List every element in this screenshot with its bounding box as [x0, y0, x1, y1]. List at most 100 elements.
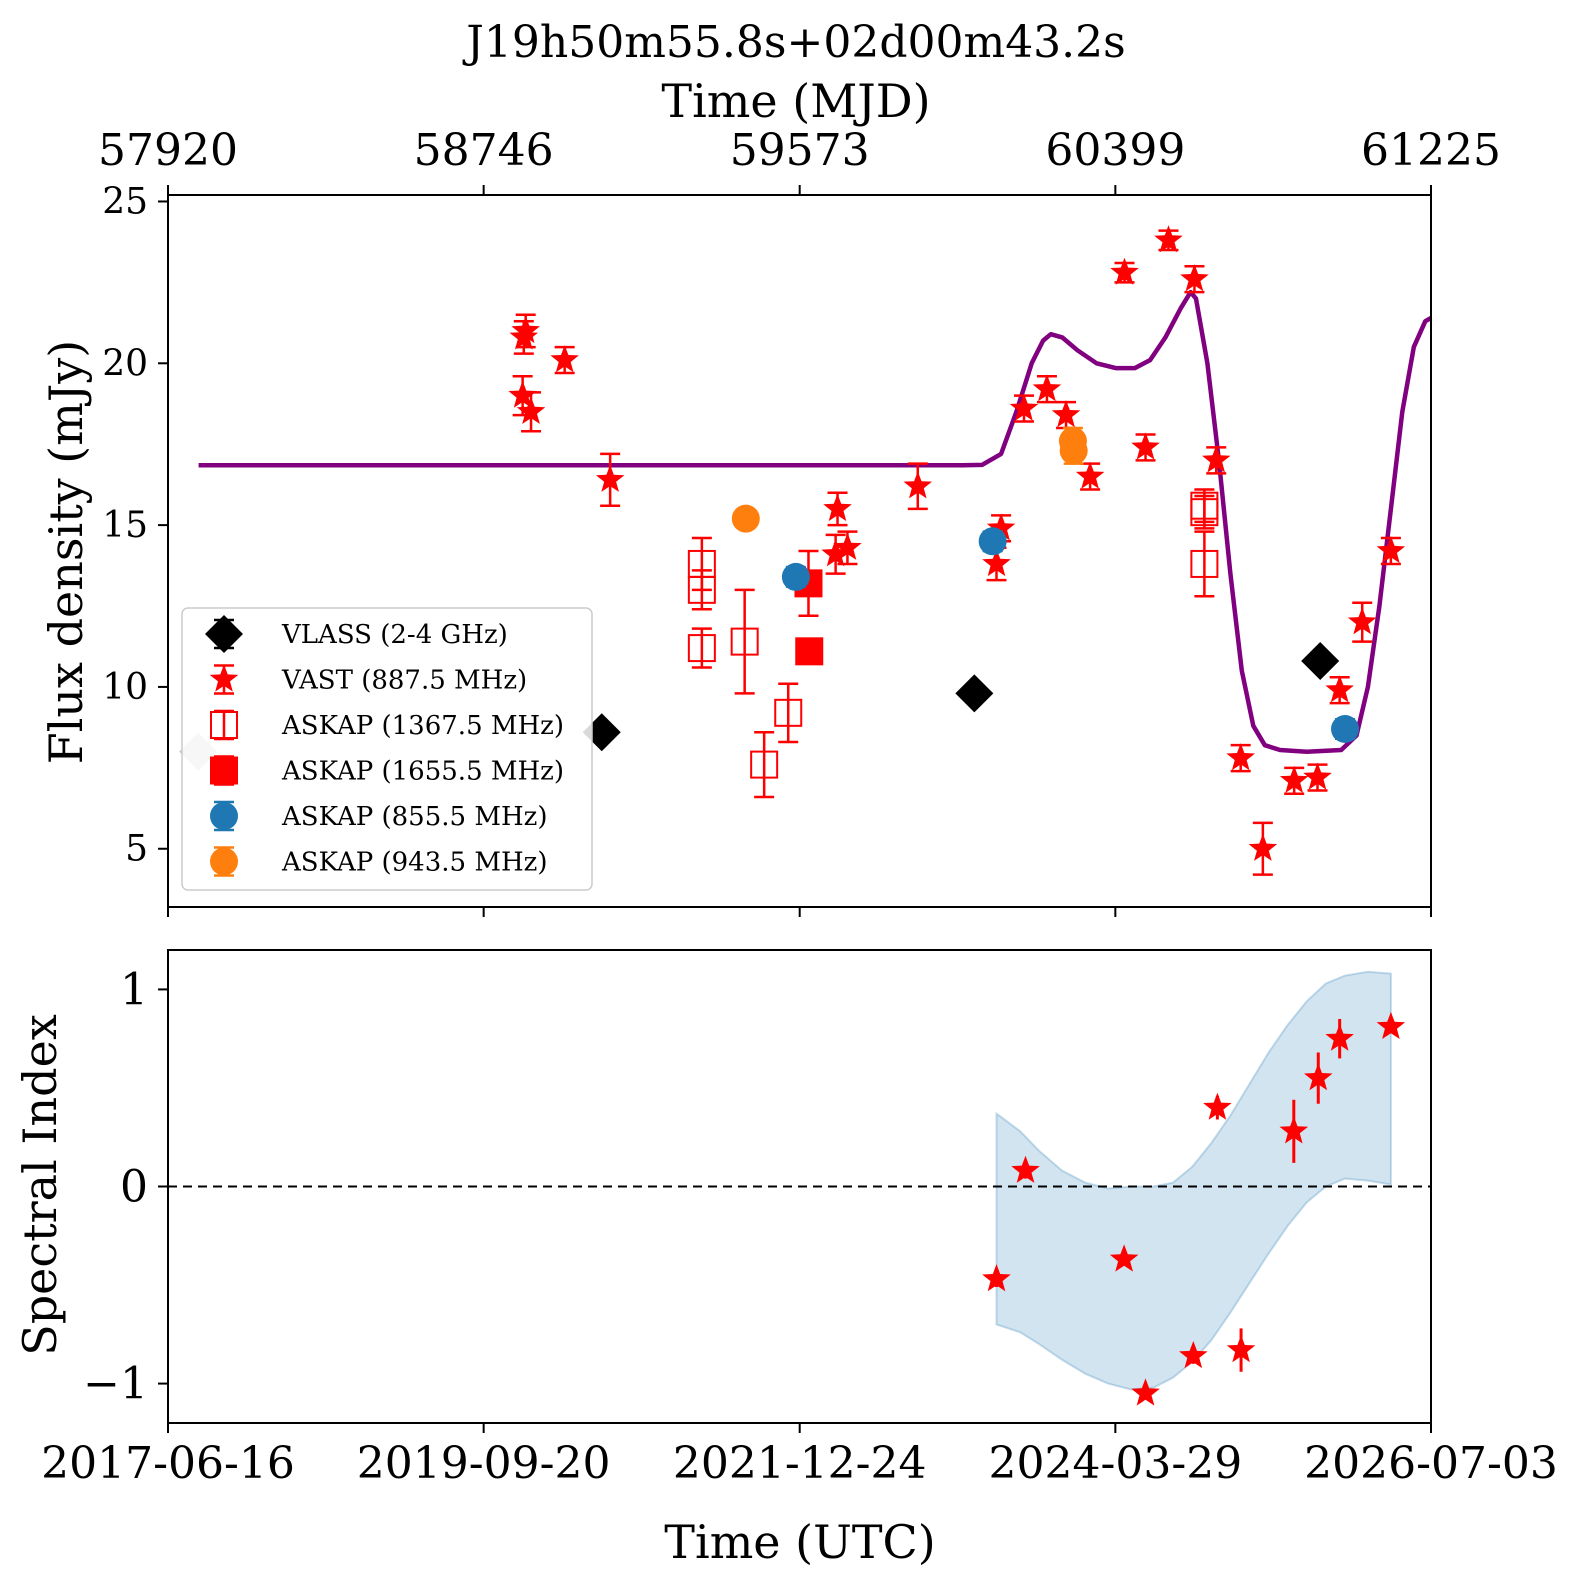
series-askap-855-5-mhz- [781, 527, 1360, 743]
data-point [1376, 1011, 1406, 1039]
data-point [1376, 536, 1406, 564]
data-point [774, 698, 803, 727]
series-vast-887-5-mhz- [508, 225, 1406, 876]
legend-marker [209, 664, 239, 692]
legend-marker [210, 711, 238, 739]
spectral-plot-frame [167, 949, 1432, 1424]
series-askap-1367-5-mhz- [687, 488, 1219, 799]
error-bar [1194, 488, 1215, 524]
legend-marker [210, 756, 238, 785]
date-tick-label: 2021-12-24 [673, 1438, 927, 1489]
data-point [1279, 1116, 1309, 1144]
legend-label: ASKAP (1655.5 MHz) [281, 757, 564, 787]
date-tick-label: 2019-09-20 [357, 1438, 611, 1489]
spectral-axis-title: Spectral Index [13, 1014, 67, 1356]
error-bar [754, 730, 775, 799]
date-tick-label: 2024-03-29 [989, 1438, 1243, 1489]
spectral-axis-ticks: −1 0 1 2017-06-16 2019-09-20 2021-12-24 2024-0… [41, 964, 1558, 1489]
top-axis-title: Time (MJD) [661, 74, 930, 128]
y-tick-label: 0 [120, 1162, 148, 1213]
data-point [821, 539, 850, 567]
date-tick-label: 2026-07-03 [1304, 1438, 1558, 1489]
data-point [982, 1264, 1011, 1292]
y-tick-label: −1 [83, 1359, 148, 1410]
y-tick-label: 1 [120, 964, 148, 1015]
data-point [1248, 833, 1278, 861]
data-point [1203, 1092, 1232, 1120]
data-point [982, 548, 1011, 577]
mjd-tick-label: 61225 [1361, 125, 1501, 176]
data-point [730, 627, 759, 656]
data-point [550, 345, 579, 373]
data-point [955, 674, 994, 713]
data-point [1110, 257, 1139, 285]
date-tick-label: 2017-06-16 [41, 1438, 295, 1489]
legend-marker [210, 802, 238, 830]
mjd-tick-label: 60399 [1045, 125, 1185, 176]
chart-title: J19h50m55.8s+02d00m43.2s [462, 17, 1126, 68]
flux-plot-frame [167, 194, 1432, 908]
data-point [1059, 436, 1088, 465]
y-tick-label: 20 [102, 343, 148, 384]
y-tick-label: 25 [102, 181, 148, 222]
y-tick-label: 10 [102, 667, 148, 708]
data-point [1190, 549, 1219, 578]
data-point [1304, 1063, 1333, 1091]
data-point [1011, 1155, 1040, 1183]
data-point [1279, 765, 1309, 793]
data-point [1331, 715, 1360, 743]
data-point [833, 532, 862, 560]
data-point [795, 637, 824, 666]
legend-label: ASKAP (943.5 MHz) [281, 848, 547, 878]
y-tick-label: 5 [125, 829, 148, 870]
data-point [508, 380, 537, 408]
data-point [1226, 1335, 1256, 1363]
data-point [1179, 1341, 1208, 1369]
legend-marker [210, 847, 238, 876]
data-point [511, 315, 540, 344]
error-bar [1194, 530, 1215, 598]
spectral-plot-area [168, 970, 1431, 1406]
flux-axis-ticks: 5 10 15 20 25 57920 58746 59573 60399 61225 [98, 125, 1501, 917]
data-point [903, 471, 932, 499]
error-bar [778, 682, 799, 744]
flux-axis-title: Flux density (mJy) [39, 340, 93, 764]
data-point [1226, 743, 1255, 771]
data-point [1180, 264, 1209, 292]
data-point [1190, 491, 1219, 520]
spectral-index-panel: −1 0 1 2017-06-16 2019-09-20 2021-12-24 2024-0… [13, 949, 1558, 1569]
y-tick-label: 15 [102, 505, 148, 546]
error-bar [691, 536, 712, 592]
data-point [1202, 445, 1231, 473]
data-point [986, 513, 1016, 541]
data-point [823, 493, 852, 522]
data-point [1075, 461, 1105, 489]
mjd-tick-label: 58746 [414, 125, 554, 176]
data-point [781, 562, 810, 591]
legend-label: VLASS (2-4 GHz) [281, 620, 508, 650]
data-point [595, 464, 625, 492]
spectral-index-series [982, 1011, 1406, 1406]
legend-box [181, 607, 593, 891]
model-curve [198, 289, 1433, 754]
error-bar [734, 588, 755, 695]
legend-label: VAST (887.5 MHz) [281, 666, 527, 696]
mjd-tick-label: 59573 [730, 125, 870, 176]
data-point [1301, 642, 1340, 681]
legend-label: ASKAP (1367.5 MHz) [281, 711, 564, 741]
data-point [687, 549, 716, 578]
data-point [1051, 400, 1081, 428]
data-point [1131, 432, 1160, 460]
legend: VLASS (2-4 GHz) VAST (887.5 MHz) ASKAP (13… [181, 607, 593, 891]
flux-density-panel: J19h50m55.8s+02d00m43.2s Time (MJD) 5 10 1… [39, 17, 1501, 917]
data-point [1325, 1023, 1354, 1051]
data-point [750, 750, 779, 779]
data-point [978, 527, 1007, 556]
data-point [731, 504, 760, 533]
data-point [1325, 675, 1354, 703]
data-point [1109, 1244, 1139, 1272]
data-point [687, 634, 716, 663]
legend-marker [205, 615, 243, 653]
time-axis-title: Time (UTC) [664, 1515, 935, 1569]
